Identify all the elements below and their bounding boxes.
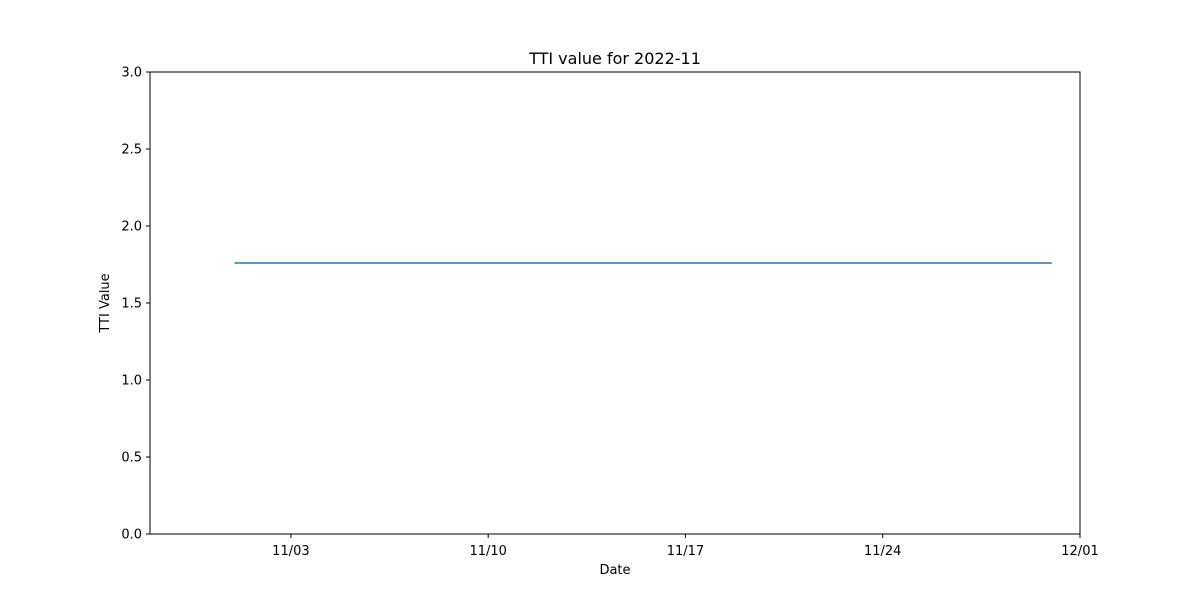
x-tick-label: 12/01 bbox=[1061, 544, 1098, 559]
y-axis-label: TTI Value bbox=[98, 273, 113, 333]
y-tick-label: 0.5 bbox=[121, 451, 142, 466]
x-tick-label: 11/24 bbox=[864, 544, 901, 559]
x-axis-label: Date bbox=[599, 563, 630, 578]
y-tick-label: 3.0 bbox=[121, 66, 142, 81]
y-tick-label: 1.0 bbox=[121, 374, 142, 389]
y-tick-label: 0.0 bbox=[121, 528, 142, 543]
y-axis: 0.0 0.5 1.0 1.5 2.0 2.5 3.0 bbox=[121, 66, 150, 543]
y-tick-label: 2.5 bbox=[121, 143, 142, 158]
y-tick-label: 2.0 bbox=[121, 220, 142, 235]
x-axis: 11/03 11/10 11/17 11/24 12/01 bbox=[272, 534, 1099, 559]
chart-title: TTI value for 2022-11 bbox=[528, 49, 701, 68]
y-tick-label: 1.5 bbox=[121, 297, 142, 312]
x-tick-label: 11/17 bbox=[667, 544, 704, 559]
x-tick-label: 11/10 bbox=[469, 544, 506, 559]
x-tick-label: 11/03 bbox=[272, 544, 309, 559]
